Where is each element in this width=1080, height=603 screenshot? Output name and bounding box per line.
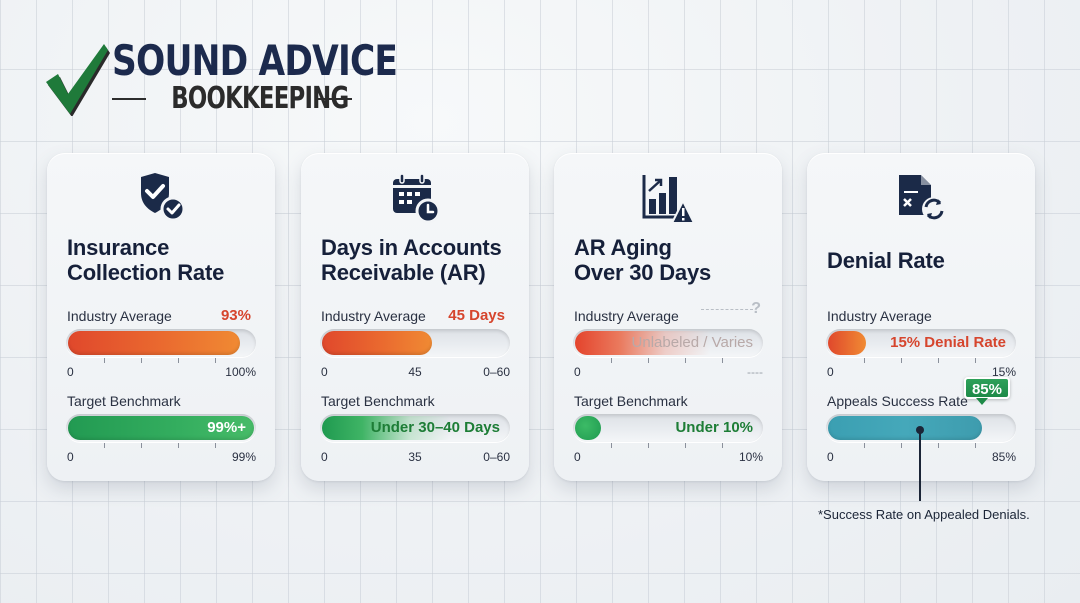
value-callout-badge: 85%	[963, 377, 1010, 405]
metric-label: Industry Average	[67, 308, 172, 324]
axis-max: 99%	[231, 450, 256, 464]
progress-track: 15% Denial Rate	[826, 329, 1016, 357]
metric-value: 93%	[220, 307, 251, 324]
metric-value: Under 10%	[675, 419, 753, 436]
axis-ticks	[573, 358, 763, 364]
title-line: Denial Rate	[827, 248, 945, 273]
footnote-pointer-dot	[916, 426, 924, 434]
progress-fill	[575, 331, 725, 355]
metric-value: Unlabeled / Varies	[631, 334, 753, 351]
footnote: *Success Rate on Appealed Denials.	[818, 507, 1030, 522]
progress-fill	[575, 416, 601, 440]
axis-ticks	[66, 358, 256, 364]
axis-max: 0–60	[483, 450, 510, 464]
card-title: Denial Rate	[827, 248, 1025, 273]
metric-value: Under 30–40 Days	[370, 419, 500, 436]
question-mark-icon: ?	[751, 300, 761, 317]
metric-label: Industry Average	[827, 308, 932, 324]
title-line: Collection Rate	[67, 260, 225, 285]
axis-max: ----	[747, 365, 763, 379]
progress-track: Unlabeled / Varies	[573, 329, 763, 357]
card-title: Insurance Collection Rate	[67, 235, 265, 285]
axis-max: 85%	[991, 450, 1016, 464]
progress-track: Under 10%	[573, 414, 763, 442]
bar-chart-warning-icon	[642, 175, 696, 224]
target-benchmark-metric: Target Benchmark 99%+ 0 99%	[66, 391, 256, 464]
axis-mid: 35	[408, 450, 422, 464]
metric-label: Appeals Success Rate	[827, 393, 968, 409]
dashed-leader	[701, 309, 753, 321]
progress-fill	[322, 331, 432, 355]
axis-min: 0	[67, 450, 74, 464]
card-title: Days in Accounts Receivable (AR)	[321, 235, 519, 285]
brand-subtitle: BOOKKEEPING	[171, 81, 349, 116]
metric-label: Target Benchmark	[67, 393, 181, 409]
brand-title: SOUND ADVICE	[112, 36, 398, 85]
appeals-success-metric: Appeals Success Rate 85% 0 85%	[826, 377, 1016, 464]
kpi-card-insurance-collection: Insurance Collection Rate Industry Avera…	[47, 153, 275, 481]
progress-fill	[68, 331, 240, 355]
progress-fill	[68, 416, 254, 440]
metric-value: 99%+	[207, 419, 246, 436]
brand-subtitle-row: BOOKKEEPING	[112, 82, 352, 116]
card-title: AR Aging Over 30 Days	[574, 235, 772, 285]
progress-track	[320, 329, 510, 357]
title-line: AR Aging	[574, 235, 672, 260]
metric-label: Target Benchmark	[321, 393, 435, 409]
target-benchmark-metric: Target Benchmark Under 30–40 Days 0 35 0…	[320, 391, 510, 464]
industry-average-metric: Industry Average 93% 0 100%	[66, 306, 256, 379]
industry-average-metric: Industry Average 15% Denial Rate 0 15%	[826, 306, 1016, 379]
brand-logo: SOUND ADVICE BOOKKEEPING	[44, 34, 398, 124]
kpi-card-denial-rate: Denial Rate Industry Average 15% Denial …	[807, 153, 1035, 481]
progress-fill	[828, 416, 982, 440]
axis-ticks	[826, 443, 1016, 449]
progress-track	[66, 329, 256, 357]
progress-fill	[322, 416, 482, 440]
progress-track: 99%+	[66, 414, 256, 442]
axis-min: 0	[321, 450, 328, 464]
axis-max: 10%	[738, 450, 763, 464]
axis-mid: 45	[408, 365, 422, 379]
progress-track: Under 30–40 Days	[320, 414, 510, 442]
axis-min: 0	[67, 365, 74, 379]
axis-min: 0	[827, 450, 834, 464]
axis-max: 0–60	[483, 365, 510, 379]
title-line: Receivable (AR)	[321, 260, 486, 285]
metric-value: 45 Days	[448, 307, 505, 324]
axis-min: 0	[827, 365, 834, 379]
axis-min: 0	[321, 365, 328, 379]
progress-fill	[828, 331, 866, 355]
calendar-clock-icon	[393, 173, 441, 224]
divider	[112, 98, 146, 100]
axis-ticks	[66, 443, 256, 449]
checkmark-logo-icon	[46, 44, 110, 116]
kpi-card-days-in-ar: Days in Accounts Receivable (AR) Industr…	[301, 153, 529, 481]
axis-min: 0	[574, 365, 581, 379]
axis-ticks	[573, 443, 763, 449]
metric-value: 15% Denial Rate	[890, 334, 1006, 351]
metric-label: Industry Average	[321, 308, 426, 324]
title-line: Over 30 Days	[574, 260, 712, 285]
footnote-pointer-line	[919, 429, 921, 501]
metric-label: Target Benchmark	[574, 393, 688, 409]
kpi-card-ar-aging: AR Aging Over 30 Days Industry Average ?…	[554, 153, 782, 481]
axis-max: 15%	[991, 365, 1016, 379]
axis-ticks	[826, 358, 1016, 364]
document-x-refresh-icon	[899, 175, 946, 221]
axis-max: 100%	[225, 365, 256, 379]
industry-average-metric: Industry Average 45 Days 0 45 0–60	[320, 306, 510, 379]
industry-average-metric: Industry Average ? Unlabeled / Varies 0 …	[573, 300, 763, 379]
shield-check-icon	[141, 173, 186, 222]
metric-label: Industry Average	[574, 308, 679, 324]
divider	[318, 98, 352, 100]
axis-min: 0	[574, 450, 581, 464]
target-benchmark-metric: Target Benchmark Under 10% 0 10%	[573, 391, 763, 464]
title-line: Insurance	[67, 235, 170, 260]
title-line: Days in Accounts	[321, 235, 502, 260]
